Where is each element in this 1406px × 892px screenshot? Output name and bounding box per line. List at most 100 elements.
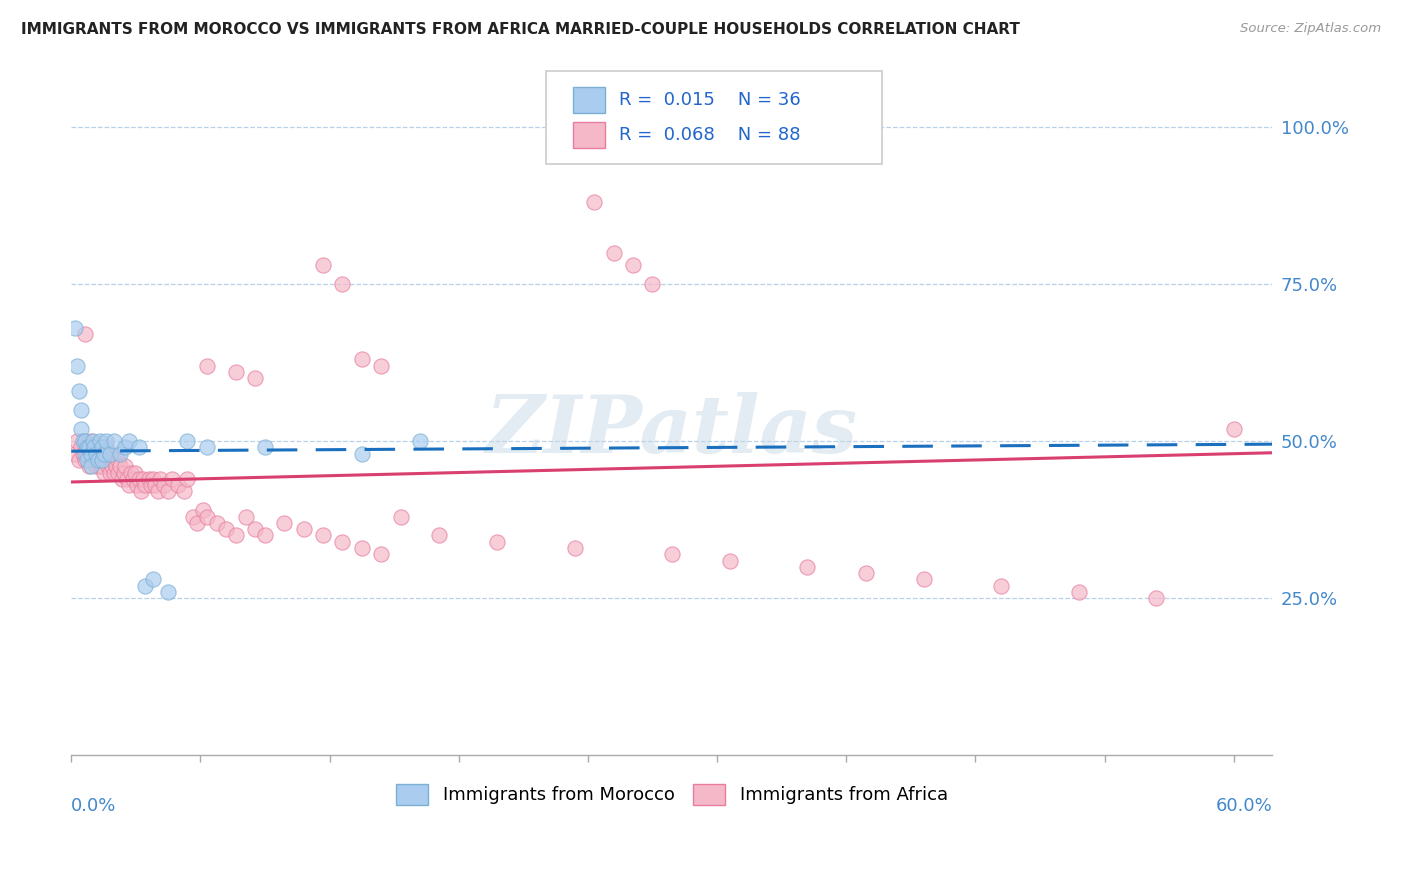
Point (292, 522, 315, 536)
Point (205, 516, 228, 530)
Point (661, 547, 683, 561)
Point (350, 447, 373, 461)
Legend: Immigrants from Morocco, Immigrants from Africa: Immigrants from Morocco, Immigrants from… (388, 777, 955, 812)
Point (122, 472, 145, 486)
Point (103, 434, 125, 449)
FancyBboxPatch shape (574, 121, 605, 148)
Point (97, 459, 120, 474)
Point (1222, 421, 1244, 435)
Point (86, 459, 108, 474)
Point (148, 484, 170, 499)
Point (98, 447, 121, 461)
Point (253, 528, 276, 542)
Point (70, 441, 93, 455)
Point (273, 516, 295, 530)
Point (191, 503, 214, 517)
Point (72, 434, 94, 449)
Point (76, 453, 98, 467)
Point (332, 534, 354, 549)
Point (73, 447, 96, 461)
Point (142, 472, 165, 486)
Point (312, 528, 335, 542)
Point (312, 258, 335, 272)
Point (94, 453, 117, 467)
Point (1067, 585, 1090, 599)
Point (1144, 591, 1167, 606)
Text: IMMIGRANTS FROM MOROCCO VS IMMIGRANTS FROM AFRICA MARRIED-COUPLE HOUSEHOLDS CORR: IMMIGRANTS FROM MOROCCO VS IMMIGRANTS FR… (21, 22, 1019, 37)
Point (82, 434, 104, 449)
Point (108, 447, 131, 461)
FancyBboxPatch shape (574, 87, 605, 113)
Point (82, 453, 104, 467)
Point (157, 585, 180, 599)
Point (195, 509, 218, 524)
Point (67, 384, 90, 398)
Point (127, 478, 149, 492)
Point (132, 472, 155, 486)
Point (76, 447, 98, 461)
Point (855, 566, 877, 580)
Point (166, 478, 188, 492)
Point (370, 547, 392, 561)
Point (89, 434, 111, 449)
Point (83, 441, 105, 455)
Point (153, 478, 176, 492)
Point (128, 472, 150, 486)
Point (796, 559, 818, 574)
Point (124, 466, 146, 480)
Point (93, 447, 115, 461)
Point (86, 447, 108, 461)
Point (63, 447, 86, 461)
Point (73, 434, 96, 449)
Point (67, 453, 90, 467)
Point (253, 441, 276, 455)
Point (77, 459, 100, 474)
Point (603, 245, 626, 260)
Point (138, 472, 160, 486)
Point (157, 484, 180, 499)
Point (129, 484, 152, 499)
Point (427, 528, 450, 542)
Point (225, 365, 247, 379)
Point (91, 441, 114, 455)
Point (93, 466, 115, 480)
Point (641, 277, 664, 291)
Point (370, 359, 392, 373)
Point (409, 434, 432, 449)
Point (79, 434, 101, 449)
Point (87, 447, 110, 461)
Point (128, 441, 150, 455)
Point (181, 509, 204, 524)
Point (176, 472, 198, 486)
Point (195, 359, 218, 373)
Point (89, 453, 111, 467)
Point (79, 447, 101, 461)
Point (350, 541, 373, 555)
Point (912, 573, 935, 587)
Point (245, 371, 267, 385)
Point (143, 478, 166, 492)
Point (215, 522, 238, 536)
Point (142, 573, 165, 587)
Point (87, 453, 110, 467)
Point (79, 447, 101, 461)
Point (118, 434, 141, 449)
Point (149, 472, 172, 486)
Point (101, 459, 124, 474)
Point (73, 327, 96, 342)
Point (76, 441, 98, 455)
Point (176, 434, 198, 449)
Point (93, 453, 115, 467)
Point (83, 441, 105, 455)
Point (332, 277, 354, 291)
Text: 60.0%: 60.0% (1216, 797, 1272, 814)
Text: R =  0.068    N = 88: R = 0.068 N = 88 (619, 126, 800, 144)
Point (63, 321, 86, 335)
Point (160, 472, 183, 486)
Point (94, 434, 117, 449)
Point (72, 447, 94, 461)
Text: R =  0.015    N = 36: R = 0.015 N = 36 (619, 91, 801, 109)
Point (107, 466, 129, 480)
Point (118, 478, 141, 492)
Point (114, 441, 136, 455)
